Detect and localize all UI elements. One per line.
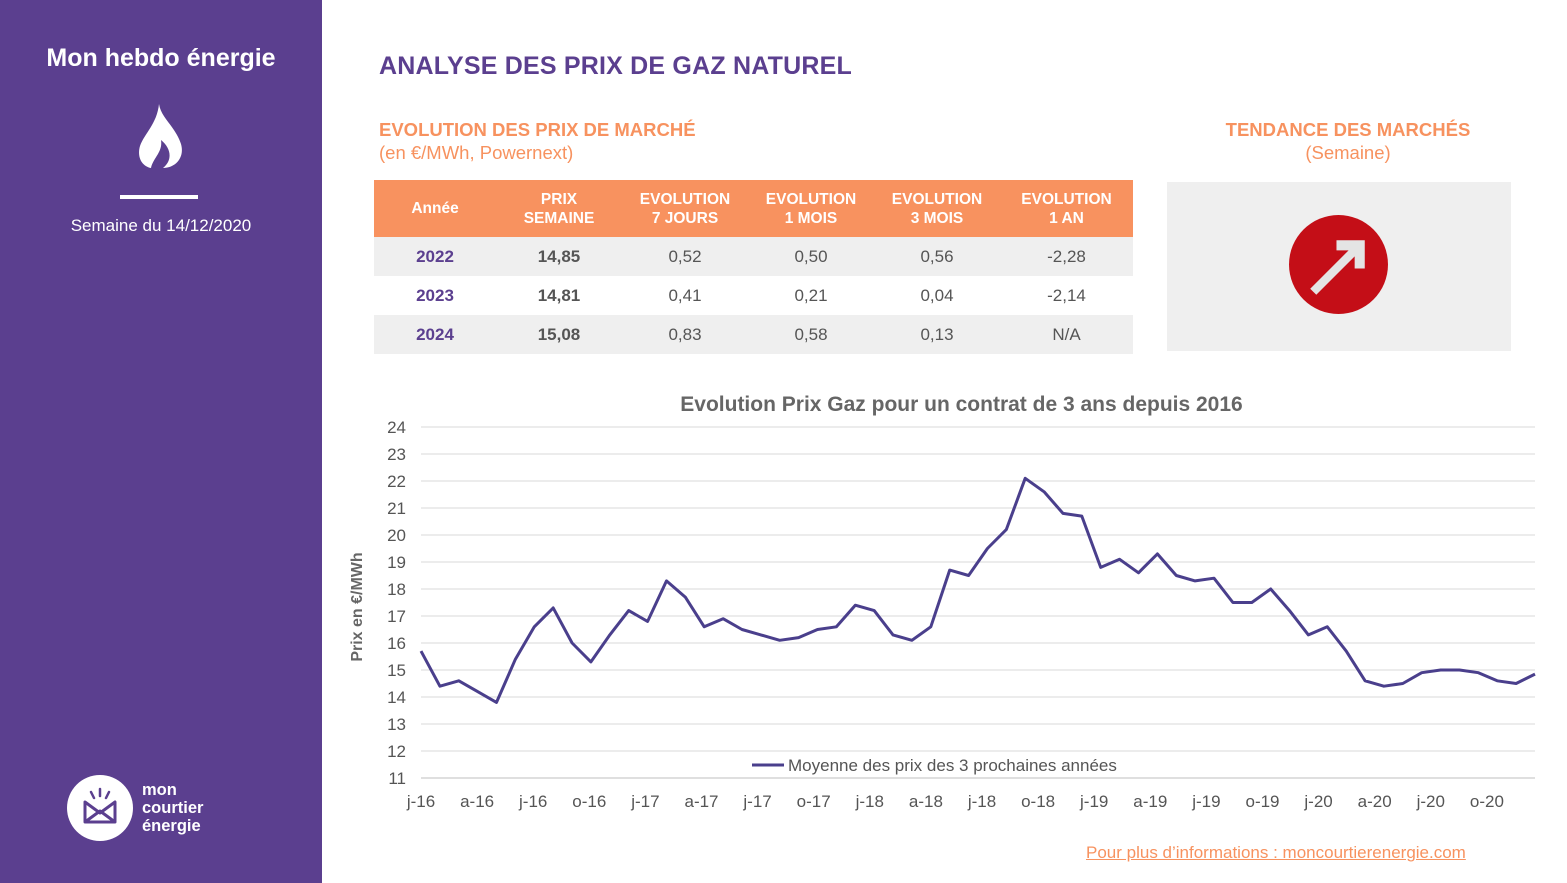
y-tick-label: 11 bbox=[388, 769, 406, 788]
price-table: Année PRIX SEMAINE EVOLUTION 7 JOURS EVOLU… bbox=[374, 180, 1133, 354]
logo-line: courtier bbox=[142, 799, 204, 817]
chart-title: Evolution Prix Gaz pour un contrat de 3 … bbox=[680, 393, 1243, 416]
y-axis-ticks: 11 12 13 14 15 16 17 18 19 20 21 22 23 24 bbox=[387, 418, 406, 788]
x-tick-label: a-16 bbox=[460, 792, 494, 811]
evolution-cell: 0,83 bbox=[622, 315, 748, 354]
y-tick-label: 20 bbox=[387, 526, 406, 545]
flame-icon bbox=[139, 104, 182, 168]
x-tick-label: j-18 bbox=[967, 792, 996, 811]
up-right-arrow-icon bbox=[1289, 215, 1388, 314]
evolution-cell: 0,56 bbox=[874, 237, 1000, 276]
trend-subtitle: (Semaine) bbox=[1305, 142, 1391, 163]
y-tick-label: 15 bbox=[387, 661, 406, 680]
evolution-cell: 0,13 bbox=[874, 315, 1000, 354]
table-header-row: Année PRIX SEMAINE EVOLUTION 7 JOURS EVOLU… bbox=[374, 180, 1133, 237]
y-tick-label: 16 bbox=[387, 634, 406, 653]
y-tick-label: 14 bbox=[387, 688, 406, 707]
x-tick-label: o-17 bbox=[797, 792, 831, 811]
x-tick-label: j-19 bbox=[1079, 792, 1108, 811]
column-header: EVOLUTION 1 AN bbox=[1000, 180, 1133, 237]
logo-line: énergie bbox=[142, 817, 201, 835]
y-tick-label: 24 bbox=[387, 418, 406, 437]
sidebar-title: Mon hebdo énergie bbox=[46, 44, 276, 72]
evolution-cell: 0,41 bbox=[668, 285, 702, 305]
x-tick-label: j-16 bbox=[518, 792, 547, 811]
x-tick-label: o-19 bbox=[1245, 792, 1279, 811]
column-header: EVOLUTION 1 MOIS bbox=[748, 180, 874, 237]
x-axis-ticks: j-16 a-16 j-16 o-16 j-17 a-17 j-17 o-17 j-18 a-18… bbox=[406, 792, 1504, 811]
table-row: 2022 14,85 0,52 0,50 0,56 -2,28 bbox=[374, 237, 1133, 276]
chart-legend: Moyenne des prix des 3 prochaines années bbox=[752, 756, 1117, 775]
logo-mark bbox=[67, 775, 133, 841]
trend-box bbox=[1167, 182, 1511, 351]
x-tick-label: o-18 bbox=[1021, 792, 1055, 811]
website-link[interactable]: Pour plus d’informations : moncourtieren… bbox=[1086, 843, 1466, 862]
table-row: 2023 14,81 0,41 0,21 0,04 -2,14 bbox=[374, 276, 1133, 315]
logo-line: mon bbox=[142, 781, 177, 799]
x-tick-label: o-20 bbox=[1470, 792, 1504, 811]
x-tick-label: j-20 bbox=[1416, 792, 1445, 811]
x-tick-label: j-20 bbox=[1303, 792, 1332, 811]
x-tick-label: j-16 bbox=[406, 792, 435, 811]
envelope-icon bbox=[83, 787, 117, 824]
evolution-cell: 0,21 bbox=[794, 285, 828, 305]
x-tick-label: j-19 bbox=[1191, 792, 1220, 811]
y-axis-label: Prix en €/MWh bbox=[349, 552, 366, 661]
x-tick-label: a-18 bbox=[909, 792, 943, 811]
evolution-cell: -2,14 bbox=[1047, 285, 1086, 305]
column-header: EVOLUTION 7 JOURS bbox=[622, 180, 748, 237]
x-tick-label: a-17 bbox=[684, 792, 718, 811]
market-subtitle: (en €/MWh, Powernext) bbox=[379, 142, 574, 163]
x-tick-label: j-17 bbox=[630, 792, 659, 811]
y-tick-label: 17 bbox=[387, 607, 406, 626]
sidebar-divider bbox=[120, 195, 198, 199]
y-tick-label: 22 bbox=[387, 472, 406, 491]
page-title: ANALYSE DES PRIX DE GAZ NATUREL bbox=[379, 52, 852, 80]
x-tick-label: o-16 bbox=[572, 792, 606, 811]
year-cell: 2022 bbox=[374, 237, 496, 276]
evolution-cell: 0,50 bbox=[748, 237, 874, 276]
x-tick-label: j-18 bbox=[855, 792, 884, 811]
market-title: EVOLUTION DES PRIX DE MARCHÉ bbox=[379, 119, 696, 140]
weekly-price-cell: 14,85 bbox=[496, 237, 622, 276]
column-header: PRIX SEMAINE bbox=[496, 180, 622, 237]
y-tick-label: 23 bbox=[387, 445, 406, 464]
evolution-cell: 0,58 bbox=[748, 315, 874, 354]
x-tick-label: a-20 bbox=[1358, 792, 1392, 811]
evolution-cell: -2,28 bbox=[1000, 237, 1133, 276]
y-tick-label: 13 bbox=[387, 715, 406, 734]
x-tick-label: a-19 bbox=[1133, 792, 1167, 811]
column-header: EVOLUTION 3 MOIS bbox=[874, 180, 1000, 237]
sidebar: Mon hebdo énergie Semaine du 14/12/2020 … bbox=[0, 0, 322, 883]
series-line bbox=[419, 476, 1536, 704]
y-tick-label: 12 bbox=[387, 742, 406, 761]
year-cell: 2023 bbox=[416, 285, 454, 305]
evolution-cell: 0,52 bbox=[622, 237, 748, 276]
y-tick-label: 21 bbox=[387, 499, 406, 518]
trend-title: TENDANCE DES MARCHÉS bbox=[1225, 119, 1471, 140]
y-tick-label: 19 bbox=[387, 553, 406, 572]
year-cell: 2024 bbox=[374, 315, 496, 354]
chart-grid bbox=[421, 426, 1535, 779]
logo-text: mon courtier énergie bbox=[142, 781, 203, 835]
column-header: Année bbox=[374, 180, 496, 237]
evolution-cell: N/A bbox=[1000, 315, 1133, 354]
evolution-cell: 0,04 bbox=[920, 285, 954, 305]
weekly-price-cell: 14,81 bbox=[537, 285, 581, 305]
y-tick-label: 18 bbox=[387, 580, 406, 599]
weekly-price-cell: 15,08 bbox=[496, 315, 622, 354]
legend-label: Moyenne des prix des 3 prochaines années bbox=[788, 756, 1117, 775]
table-row: 2024 15,08 0,83 0,58 0,13 N/A bbox=[374, 315, 1133, 354]
week-label: Semaine du 14/12/2020 bbox=[70, 216, 252, 235]
x-tick-label: j-17 bbox=[742, 792, 771, 811]
